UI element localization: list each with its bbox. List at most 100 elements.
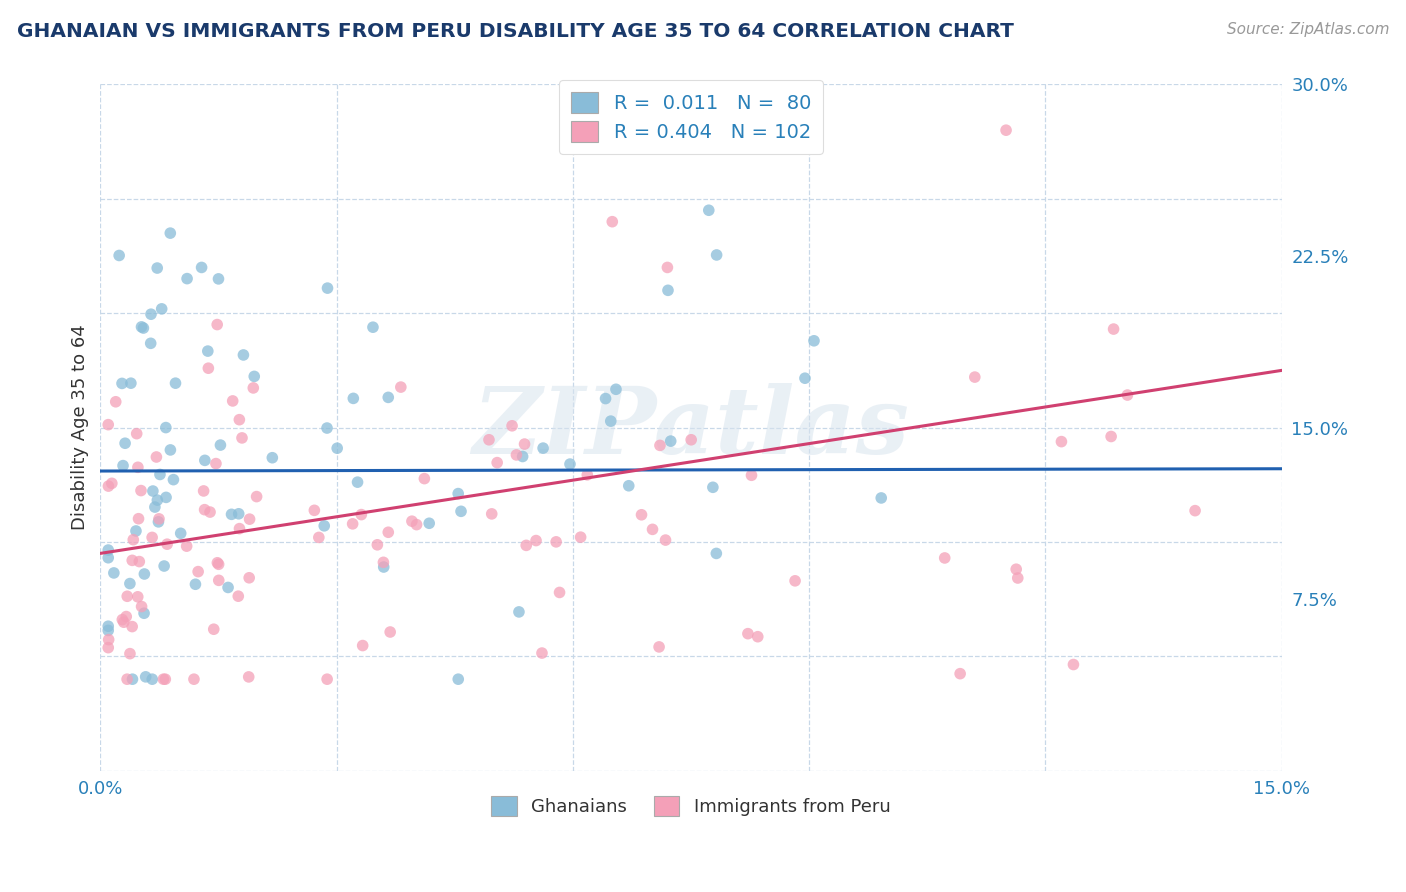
Point	[697, 203, 720, 218]
Point	[149, 467, 172, 482]
Point	[97, 640, 120, 655]
Point	[243, 369, 266, 384]
Point	[373, 560, 395, 574]
Point	[246, 490, 269, 504]
Point	[155, 420, 177, 434]
Point	[512, 450, 534, 464]
Point	[681, 433, 703, 447]
Y-axis label: Disability Age 35 to 64: Disability Age 35 to 64	[72, 325, 89, 531]
Point	[97, 417, 120, 432]
Point	[508, 605, 530, 619]
Point	[112, 615, 135, 630]
Text: Source: ZipAtlas.com: Source: ZipAtlas.com	[1226, 22, 1389, 37]
Point	[1184, 503, 1206, 517]
Point	[782, 128, 804, 143]
Point	[132, 321, 155, 335]
Point	[115, 609, 138, 624]
Point	[111, 613, 134, 627]
Point	[524, 533, 547, 548]
Point	[304, 503, 326, 517]
Point	[576, 467, 599, 482]
Point	[146, 261, 169, 276]
Point	[176, 271, 198, 285]
Point	[115, 589, 138, 603]
Point	[949, 666, 972, 681]
Point	[1099, 429, 1122, 443]
Point	[97, 624, 120, 638]
Point	[118, 647, 141, 661]
Point	[148, 512, 170, 526]
Point	[148, 515, 170, 529]
Point	[747, 630, 769, 644]
Point	[803, 334, 825, 348]
Point	[413, 472, 436, 486]
Point	[118, 576, 141, 591]
Point	[205, 457, 228, 471]
Point	[183, 672, 205, 686]
Point	[657, 260, 679, 275]
Point	[963, 370, 986, 384]
Point	[316, 672, 339, 686]
Point	[352, 639, 374, 653]
Point	[122, 533, 145, 547]
Point	[657, 283, 679, 297]
Point	[127, 460, 149, 475]
Point	[447, 486, 470, 500]
Point	[193, 483, 215, 498]
Point	[115, 672, 138, 686]
Point	[558, 457, 581, 471]
Point	[548, 585, 571, 599]
Point	[239, 512, 262, 526]
Point	[513, 437, 536, 451]
Point	[129, 483, 152, 498]
Point	[361, 320, 384, 334]
Point	[145, 450, 167, 464]
Point	[238, 670, 260, 684]
Point	[342, 516, 364, 531]
Point	[207, 558, 229, 572]
Point	[104, 394, 127, 409]
Point	[418, 516, 440, 531]
Point	[600, 215, 623, 229]
Point	[207, 272, 229, 286]
Point	[232, 348, 254, 362]
Point	[131, 319, 153, 334]
Point	[162, 473, 184, 487]
Point	[202, 622, 225, 636]
Point	[377, 525, 399, 540]
Point	[97, 632, 120, 647]
Point	[531, 441, 554, 455]
Point	[128, 555, 150, 569]
Point	[134, 566, 156, 581]
Point	[132, 607, 155, 621]
Point	[125, 426, 148, 441]
Point	[209, 438, 232, 452]
Point	[783, 574, 806, 588]
Text: GHANAIAN VS IMMIGRANTS FROM PERU DISABILITY AGE 35 TO 64 CORRELATION CHART: GHANAIAN VS IMMIGRANTS FROM PERU DISABIL…	[17, 22, 1014, 41]
Point	[316, 281, 339, 295]
Point	[208, 574, 231, 588]
Point	[314, 518, 336, 533]
Point	[228, 412, 250, 426]
Point	[141, 672, 163, 686]
Text: ZIPatlas: ZIPatlas	[472, 383, 910, 473]
Point	[706, 248, 728, 262]
Point	[121, 619, 143, 633]
Point	[630, 508, 652, 522]
Point	[152, 672, 174, 686]
Point	[501, 418, 523, 433]
Point	[120, 376, 142, 391]
Point	[447, 672, 470, 686]
Point	[740, 468, 762, 483]
Point	[389, 380, 412, 394]
Point	[101, 476, 124, 491]
Point	[221, 508, 243, 522]
Point	[648, 640, 671, 654]
Point	[366, 538, 388, 552]
Point	[569, 530, 592, 544]
Point	[128, 512, 150, 526]
Point	[112, 458, 135, 473]
Point	[159, 442, 181, 457]
Point	[450, 504, 472, 518]
Point	[228, 507, 250, 521]
